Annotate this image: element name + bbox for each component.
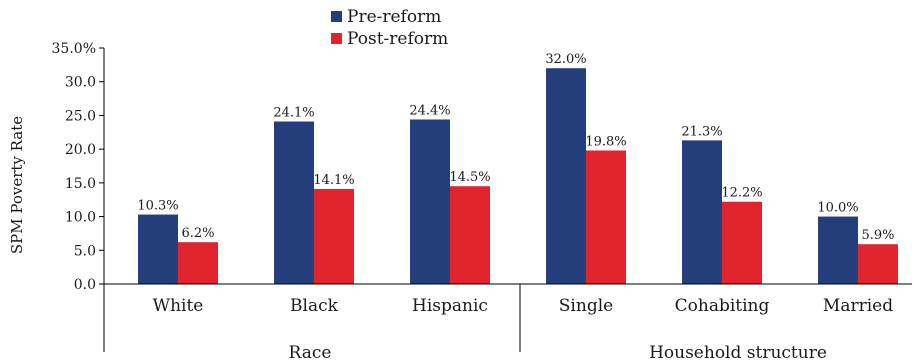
x-tick-label: Cohabiting	[675, 296, 770, 316]
y-tick-label: 5.0	[74, 243, 96, 259]
bar-post-reform-black	[314, 188, 354, 284]
data-label: 19.8%	[585, 134, 626, 149]
data-label: 21.3%	[681, 124, 722, 139]
bar-pre-reform-cohabiting	[682, 140, 722, 284]
y-tick-label: 15.0	[65, 176, 96, 192]
y-axis-label: SPM Poverty Rate	[8, 116, 26, 254]
bar-post-reform-married	[858, 244, 898, 284]
y-tick-label: 0.0	[74, 277, 96, 293]
group-label: Race	[289, 343, 332, 362]
data-label: 14.5%	[449, 170, 490, 185]
data-label: 10.0%	[817, 201, 858, 216]
y-tick-label: 25.0	[65, 108, 96, 124]
legend-swatch	[331, 33, 342, 44]
legend-swatch	[331, 11, 342, 22]
bar-post-reform-single	[586, 150, 626, 284]
data-label: 10.3%	[137, 199, 178, 214]
data-label: 5.9%	[861, 228, 894, 243]
x-tick-label: White	[153, 296, 204, 316]
x-axis: White Black Hispanic Single Cohabiting Marrie…	[103, 283, 912, 362]
x-tick-label: Married	[823, 296, 893, 316]
data-label: 24.1%	[273, 105, 314, 120]
data-label: 6.2%	[181, 226, 214, 241]
legend-label: Pre-reform	[347, 7, 441, 27]
bar-pre-reform-black	[274, 121, 314, 284]
bar-post-reform-white	[178, 242, 218, 284]
bar-pre-reform-hispanic	[410, 119, 450, 284]
bar-pre-reform-single	[546, 68, 586, 284]
data-label: 14.1%	[313, 173, 354, 188]
data-label: 24.4%	[409, 103, 450, 118]
y-tick-label: 20.0	[65, 142, 96, 158]
y-axis: 0.0 5.0 10.0 15.0 20.0 25.0 30.0 35.0%	[52, 41, 105, 293]
group-label: Household structure	[649, 343, 827, 362]
y-tick-label: 35.0%	[52, 41, 96, 57]
x-tick-label: Single	[559, 296, 613, 316]
data-label: 32.0%	[545, 52, 586, 67]
bar-pre-reform-married	[818, 216, 858, 284]
data-label: 12.2%	[721, 186, 762, 201]
bars: 10.3%6.2% 24.1% 14.1% 24.4% 14.5% 32.0% 19.8% 2…	[137, 52, 898, 284]
bar-pre-reform-white	[138, 214, 178, 284]
x-tick-label: Black	[290, 296, 339, 316]
bar-post-reform-hispanic	[450, 186, 490, 284]
y-tick-label: 30.0	[65, 75, 96, 91]
x-tick-label: Hispanic	[412, 296, 488, 316]
y-tick-label: 10.0	[65, 210, 96, 226]
bar-post-reform-cohabiting	[722, 201, 762, 284]
legend-label: Post-reform	[347, 29, 448, 49]
